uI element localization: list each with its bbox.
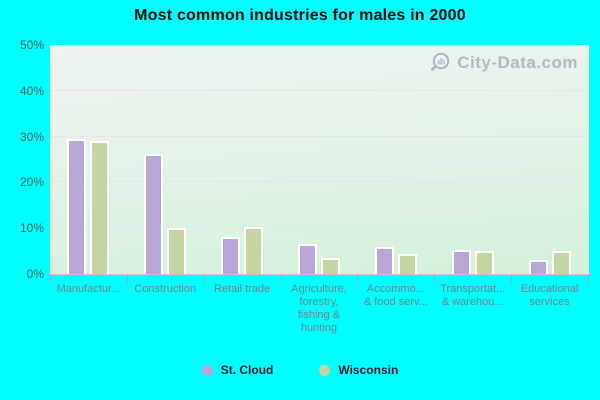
y-tick-label-30: 30%: [19, 129, 44, 144]
bar-st-cloud-3: [221, 237, 241, 274]
y-tick-label-0: 0%: [26, 267, 44, 281]
x-tick-label-1: Manufactur...: [56, 283, 121, 295]
bar-wisconsin-2: [167, 228, 187, 274]
x-tick-mark-1: [127, 275, 128, 283]
bar-group-4: [281, 45, 358, 274]
bar-group-1: [50, 45, 127, 274]
x-tick-label-3: Retail trade: [213, 283, 271, 295]
x-tick-mark-7: [588, 275, 589, 283]
bar-wisconsin-6: [474, 251, 494, 274]
legend-item-st-cloud: St. Cloud: [201, 363, 274, 377]
city-data-logo-icon: [431, 52, 450, 71]
x-tick-label-2: Construction: [134, 283, 197, 295]
y-tick-label-40: 40%: [19, 83, 44, 98]
bar-st-cloud-2: [144, 154, 164, 274]
bar-wisconsin-1: [90, 141, 110, 274]
legend-label-st-cloud: St. Cloud: [220, 363, 274, 377]
legend-swatch-wisconsin: [319, 364, 331, 376]
legend-item-wisconsin: Wisconsin: [319, 363, 398, 377]
x-tick-mark-5: [434, 275, 435, 283]
bar-st-cloud-7: [528, 260, 548, 274]
watermark: City-Data.com: [430, 51, 578, 75]
gridline-20: [50, 181, 588, 183]
y-tick-label-20: 20%: [19, 175, 44, 190]
x-tick-mark-2: [204, 275, 205, 283]
bar-wisconsin-4: [320, 258, 340, 274]
x-tick-mark-6: [511, 275, 512, 283]
bar-group-7: [511, 45, 588, 274]
watermark-text: City-Data.com: [457, 53, 578, 72]
x-tick-label-7: Educational services: [520, 283, 579, 308]
plot-area: City-Data.com: [50, 45, 589, 274]
legend: St. Cloud Wisconsin: [0, 363, 600, 377]
x-tick-label-5: Accommo... & food serv...: [363, 283, 428, 308]
bar-wisconsin-7: [551, 251, 571, 274]
chart-title: Most common industries for males in 2000: [134, 7, 466, 24]
gridline-10: [50, 227, 588, 229]
x-tick-label-4: Agriculture, forestry, fishing & hunting: [291, 283, 347, 334]
x-tick-mark-0: [50, 275, 51, 283]
x-tick-mark-3: [281, 275, 282, 283]
y-tick-label-50: 50%: [19, 38, 44, 52]
x-axis-line: [50, 274, 589, 275]
gridline-40: [50, 89, 588, 91]
gridline-30: [50, 135, 588, 137]
legend-swatch-st-cloud: [201, 364, 213, 376]
x-tick-mark-4: [357, 275, 358, 283]
bar-group-3: [204, 45, 281, 274]
bar-group-2: [127, 45, 204, 274]
bar-wisconsin-3: [244, 227, 264, 274]
bar-st-cloud-5: [374, 247, 394, 274]
bar-st-cloud-4: [297, 244, 317, 274]
bar-group-5: [357, 45, 434, 274]
bar-group-6: [434, 45, 511, 274]
x-tick-label-6: Transportat... & warehou...: [440, 283, 506, 308]
bar-st-cloud-6: [451, 250, 471, 274]
y-tick-label-10: 10%: [19, 221, 44, 236]
bar-st-cloud-1: [67, 139, 87, 274]
legend-label-wisconsin: Wisconsin: [338, 363, 399, 377]
bar-wisconsin-5: [397, 254, 417, 274]
